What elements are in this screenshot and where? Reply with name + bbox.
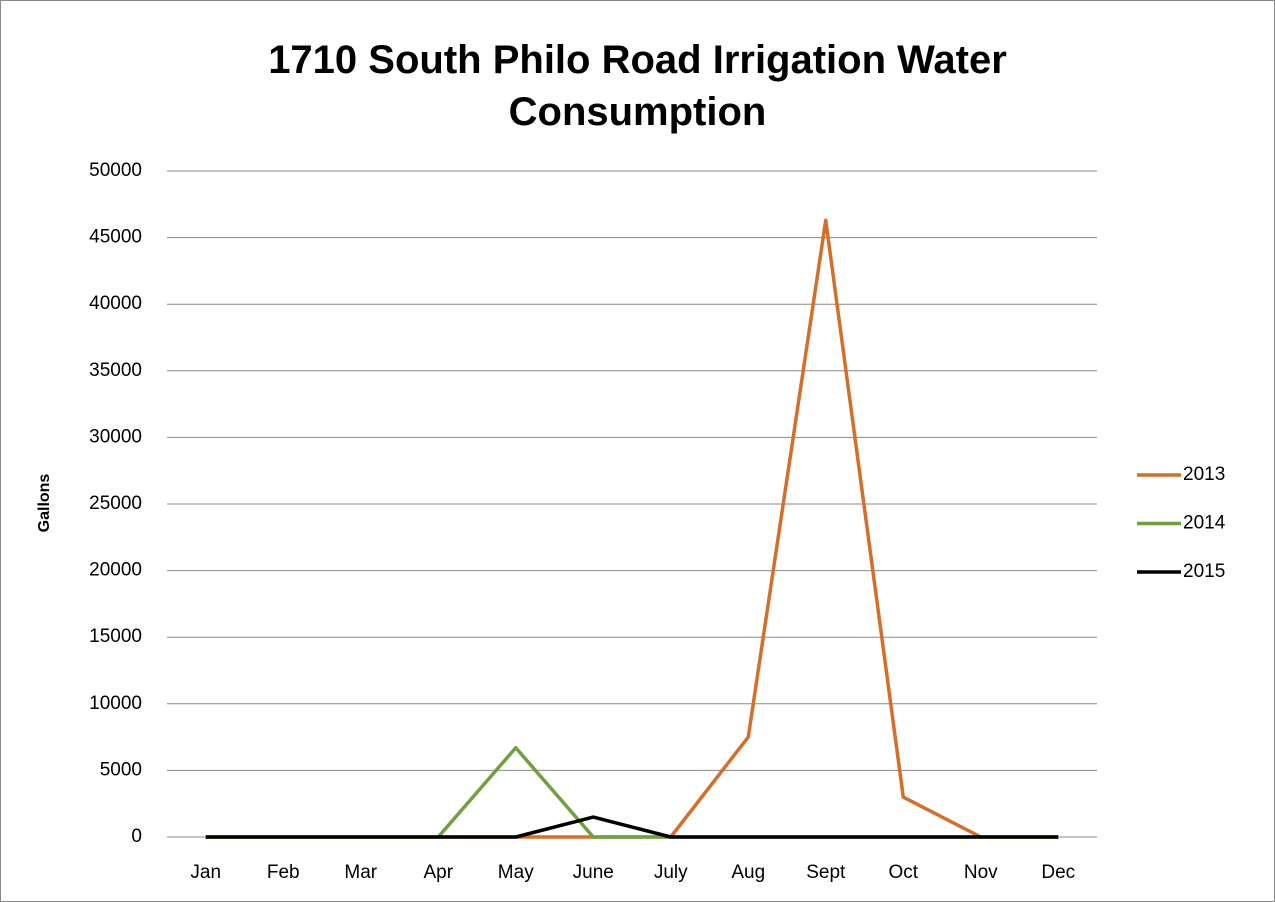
x-tick-label: May xyxy=(498,862,534,883)
y-tick-label: 30000 xyxy=(89,426,142,447)
y-axis-label: Gallons xyxy=(36,474,53,533)
x-tick-label: Sept xyxy=(806,862,846,883)
x-tick-label: Feb xyxy=(267,862,300,883)
y-tick-label: 10000 xyxy=(89,693,142,714)
x-tick-label: June xyxy=(573,862,614,883)
legend-label: 2015 xyxy=(1183,561,1225,582)
x-tick-label: Oct xyxy=(888,862,918,883)
y-tick-label: 20000 xyxy=(89,560,142,581)
y-tick-label: 5000 xyxy=(100,759,142,780)
x-tick-label: July xyxy=(654,862,688,883)
y-tick-label: 25000 xyxy=(89,493,142,514)
legend-label: 2014 xyxy=(1183,513,1226,534)
y-tick-label: 40000 xyxy=(89,293,142,314)
chart-title: 1710 South Philo Road Irrigation Water C… xyxy=(268,38,1007,134)
x-tick-label: Apr xyxy=(423,862,453,883)
series-line xyxy=(205,218,1059,839)
x-tick-label: Jan xyxy=(190,862,221,883)
series-line xyxy=(205,746,1059,839)
x-tick-label: Mar xyxy=(344,862,377,883)
y-tick-label: 0 xyxy=(131,826,142,847)
legend-label: 2013 xyxy=(1183,464,1225,485)
y-tick-label: 45000 xyxy=(89,227,142,248)
y-tick-label: 50000 xyxy=(89,160,142,181)
series-line xyxy=(205,815,1059,839)
x-tick-label: Dec xyxy=(1041,862,1075,883)
x-tick-label: Aug xyxy=(731,862,765,883)
y-tick-label: 15000 xyxy=(89,626,142,647)
x-tick-label: Nov xyxy=(964,862,998,883)
y-tick-label: 35000 xyxy=(89,360,142,381)
